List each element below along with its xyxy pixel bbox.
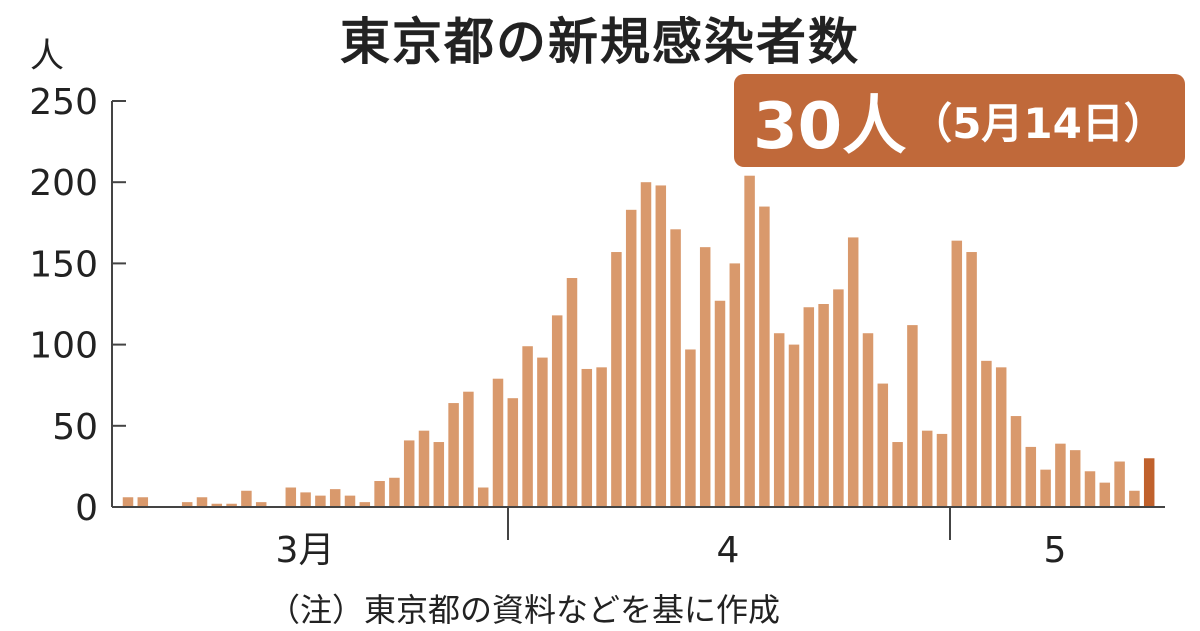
- bar-5/8: [1055, 443, 1066, 507]
- bar-3/26: [418, 430, 430, 507]
- bar-3/27: [433, 442, 445, 507]
- bar-3/28: [448, 403, 459, 507]
- bar-5/4: [995, 367, 1007, 507]
- bar-5/3: [981, 360, 992, 507]
- y-axis: 0 50 100 150 200 250: [29, 82, 126, 529]
- chart-title: 東京都の新規感染者数: [340, 13, 860, 71]
- month-label: 3月: [276, 530, 335, 571]
- bar-4/28: [907, 325, 918, 507]
- bar-4/8: [611, 252, 622, 507]
- bar-5/1: [951, 240, 963, 507]
- bar-3/22: [359, 502, 371, 507]
- badge-date: （5月14日）: [910, 99, 1166, 148]
- y-tick-label: 150: [29, 244, 98, 285]
- bar-3/6: [122, 497, 134, 507]
- bar-4/25: [862, 333, 874, 507]
- bar-3/24: [389, 477, 400, 507]
- y-axis-unit: 人: [30, 36, 64, 76]
- bar-3/18: [300, 492, 311, 507]
- bar-4/20: [788, 344, 800, 507]
- month-label: 5: [1044, 530, 1067, 571]
- bar-4/11: [655, 185, 667, 507]
- bar-5/14: [1143, 458, 1155, 507]
- bar-3/11: [196, 497, 208, 507]
- bar-3/13: [226, 503, 237, 507]
- y-tick-label: 250: [29, 82, 98, 123]
- bar-4/9: [625, 209, 637, 508]
- bar-3/12: [211, 503, 223, 507]
- bar-4/26: [877, 383, 889, 507]
- bar-5/6: [1025, 446, 1037, 507]
- y-tick-label: 0: [75, 488, 98, 529]
- bar-4/3: [537, 357, 548, 507]
- bar-4/23: [833, 289, 844, 507]
- source-note: （注）東京都の資料などを基に作成: [268, 591, 781, 629]
- bar-4/12: [670, 229, 681, 507]
- bar-4/24: [847, 237, 859, 507]
- bar-4/6: [581, 368, 593, 507]
- bar-3/19: [315, 495, 326, 507]
- bar-4/10: [640, 182, 652, 507]
- bar-4/15: [714, 300, 726, 507]
- bar-5/9: [1069, 450, 1081, 507]
- bar-4/14: [699, 247, 711, 507]
- bar-4/2: [522, 346, 533, 507]
- bar-3/14: [241, 490, 252, 507]
- bar-5/12: [1114, 461, 1125, 507]
- bar-3/30: [477, 487, 489, 507]
- bar-4/29: [921, 430, 933, 507]
- badge-value: 30人: [753, 89, 907, 164]
- y-tick-label: 100: [29, 326, 98, 367]
- bar-3/21: [344, 495, 356, 507]
- bar-4/13: [685, 349, 696, 507]
- bar-4/22: [818, 304, 829, 507]
- x-axis: 3月 4 5: [112, 506, 1165, 571]
- bar-4/18: [759, 206, 770, 507]
- bar-5/5: [1010, 416, 1022, 507]
- bar-3/23: [374, 481, 385, 507]
- bar-3/20: [329, 489, 341, 507]
- bar-5/13: [1129, 490, 1140, 507]
- latest-count-badge: 30人 （5月14日）: [734, 74, 1185, 167]
- bar-4/5: [566, 278, 578, 507]
- y-tick-label: 200: [29, 163, 98, 204]
- bar-4/16: [729, 263, 741, 507]
- bar-5/7: [1040, 469, 1051, 507]
- bar-4/17: [744, 175, 755, 508]
- bar-4/1: [507, 398, 519, 507]
- bar-5/2: [966, 252, 977, 507]
- bar-3/29: [463, 391, 474, 507]
- bar-5/10: [1084, 471, 1096, 507]
- bar-4/27: [892, 442, 903, 507]
- bar-3/7: [137, 497, 149, 507]
- bar-4/4: [551, 315, 563, 507]
- bar-4/7: [596, 367, 607, 507]
- bars: [122, 175, 1155, 508]
- y-tick-label: 50: [52, 407, 98, 448]
- bar-5/11: [1099, 482, 1111, 507]
- month-label: 4: [717, 530, 740, 571]
- bar-3/15: [255, 502, 267, 507]
- bar-3/25: [403, 440, 415, 507]
- bar-4/30: [936, 433, 948, 507]
- bar-4/21: [803, 307, 815, 507]
- bar-4/19: [773, 333, 785, 507]
- bar-3/10: [181, 502, 193, 507]
- bar-3/17: [285, 487, 297, 507]
- bar-3/31: [492, 378, 504, 507]
